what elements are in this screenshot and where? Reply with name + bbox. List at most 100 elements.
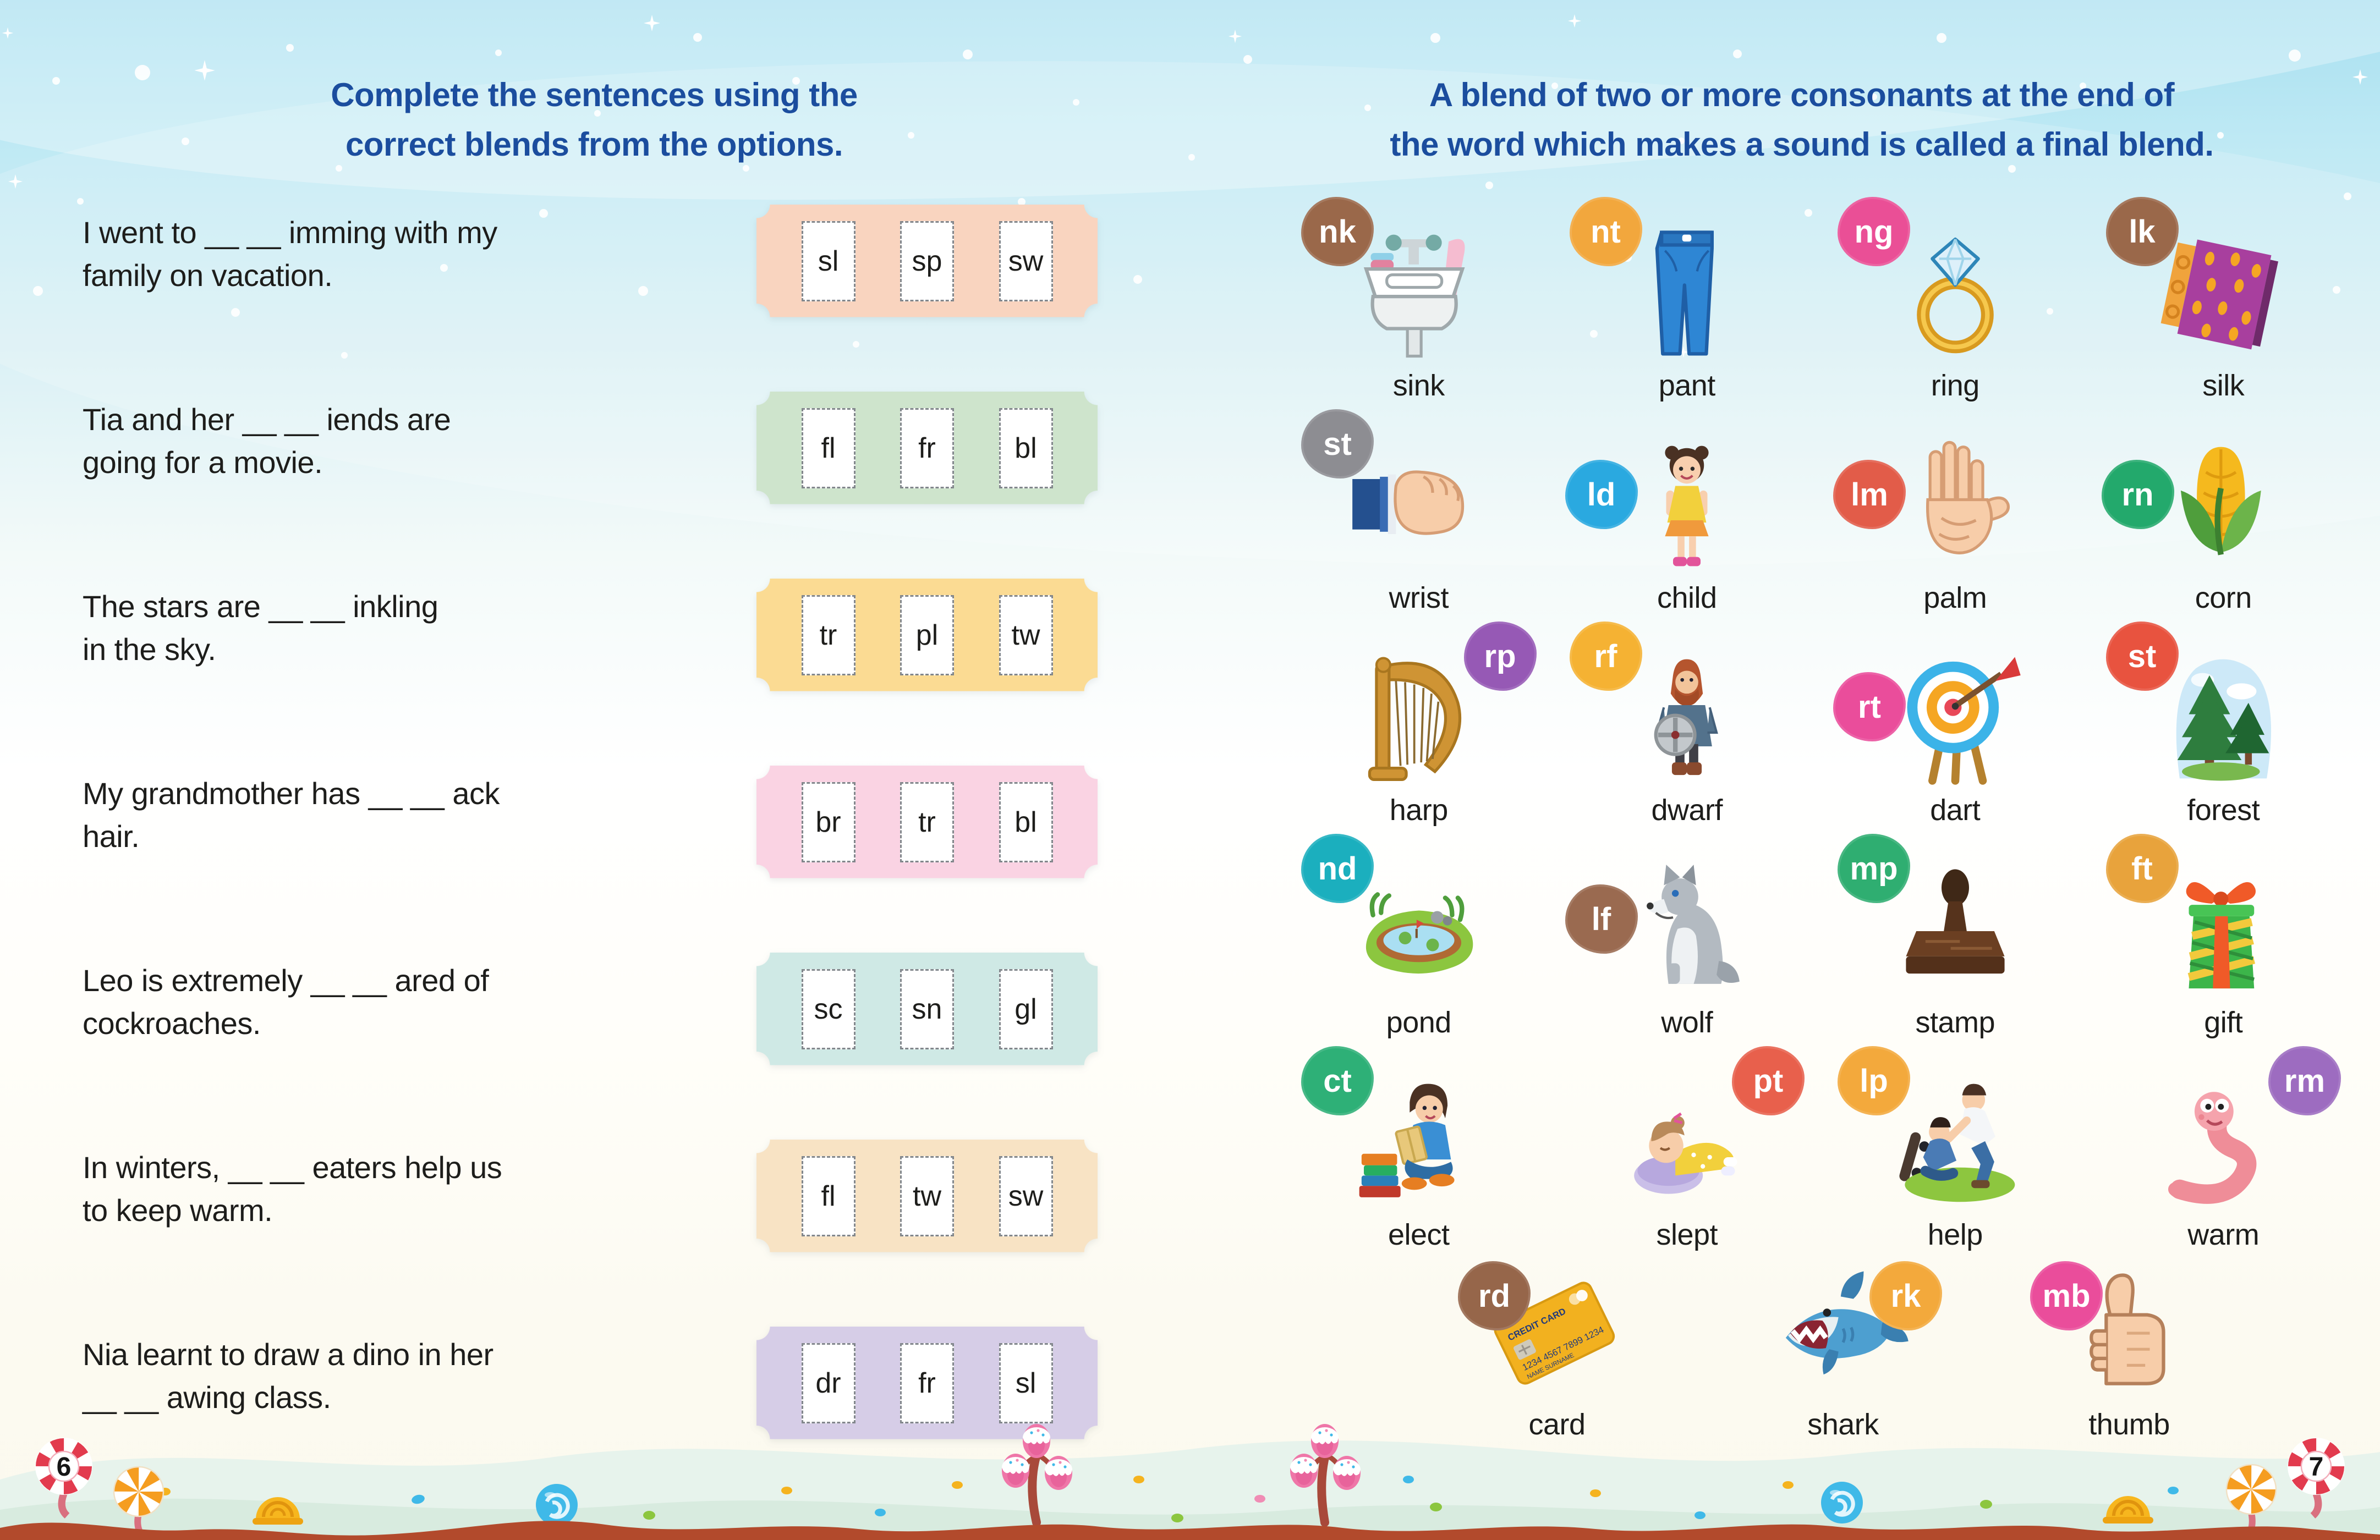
sky-dot bbox=[1937, 33, 1946, 43]
blend-option-label: tw bbox=[913, 1180, 941, 1212]
ring-illustration bbox=[1887, 226, 2024, 363]
blend-word: warm bbox=[2187, 1218, 2260, 1251]
sky-dot bbox=[52, 77, 60, 85]
sky-dot bbox=[1871, 94, 1877, 100]
blend-item-card: rd CREDIT CARD 1234 4567 7899 1234 NAME SUR… bbox=[1441, 1257, 1672, 1444]
blend-badge-label: pt bbox=[1753, 1063, 1784, 1099]
left-page-title: Complete the sentences using the correct… bbox=[94, 70, 1095, 169]
blend-option: bl bbox=[999, 408, 1053, 488]
palm-illustration bbox=[1887, 438, 2024, 575]
pond-illustration bbox=[1350, 862, 1488, 1000]
blend-option: sl bbox=[801, 221, 856, 301]
sky-dot bbox=[336, 165, 342, 172]
sparkle-star-icon bbox=[194, 59, 216, 81]
sentence-text: I went to __ __ imming with my family on … bbox=[83, 205, 1144, 297]
blend-badge-label: rf bbox=[1594, 638, 1617, 674]
sky-dot bbox=[908, 132, 914, 139]
sentence-text: In winters, __ __ eaters help us to keep … bbox=[83, 1140, 1144, 1232]
blend-badge: rk bbox=[1869, 1261, 1942, 1330]
blend-badge: lp bbox=[1838, 1046, 1910, 1115]
sky-dot bbox=[1073, 99, 1079, 106]
options-card: dr fr sl bbox=[756, 1327, 1098, 1439]
blend-badge: rm bbox=[2268, 1046, 2341, 1115]
sentence-line1: In winters, __ __ eaters help us bbox=[83, 1150, 502, 1185]
blend-word: dart bbox=[1930, 794, 1981, 827]
blend-badge-label: lf bbox=[1591, 901, 1611, 937]
blend-word: child bbox=[1657, 581, 1717, 614]
blend-option-label: sp bbox=[912, 245, 942, 277]
sky-dot bbox=[1364, 105, 1371, 111]
child-illustration bbox=[1618, 438, 1756, 575]
sky-dot bbox=[286, 44, 294, 52]
blend-option-label: gl bbox=[1014, 993, 1037, 1025]
blend-badge-label: lk bbox=[2129, 213, 2156, 250]
sky-dot bbox=[1018, 198, 1026, 206]
blend-word: sink bbox=[1392, 369, 1445, 402]
elect-illustration bbox=[1350, 1075, 1488, 1212]
page-number-left: 6 bbox=[31, 1434, 97, 1522]
blend-badge-label: mp bbox=[1850, 850, 1898, 887]
blend-item-palm: lm palm bbox=[1821, 405, 2090, 617]
blend-badge-label: rk bbox=[1890, 1278, 1921, 1314]
sky-dot bbox=[440, 264, 448, 272]
blend-badge: st bbox=[2105, 622, 2179, 691]
gift-illustration bbox=[2154, 862, 2292, 1000]
blend-option-label: fl bbox=[821, 432, 836, 464]
blend-option: tr bbox=[801, 595, 856, 675]
blend-option: sl bbox=[999, 1343, 1053, 1423]
blend-option-label: sc bbox=[814, 993, 843, 1025]
blend-badge: rd bbox=[1458, 1261, 1531, 1330]
right-title-line1: A blend of two or more consonants at the… bbox=[1429, 76, 2175, 113]
blend-badge-label: nt bbox=[1591, 213, 1621, 250]
blend-badge-label: rn bbox=[2121, 476, 2154, 513]
blend-item-wolf: lf wolf bbox=[1553, 829, 1822, 1042]
sky-dot bbox=[2008, 165, 2016, 173]
blend-option-label: pl bbox=[915, 619, 939, 651]
sentence-row: In winters, __ __ eaters help us to keep … bbox=[83, 1140, 1144, 1252]
blend-item-help: lp help bbox=[1821, 1042, 2090, 1254]
blend-word: wolf bbox=[1661, 1006, 1713, 1039]
sky-dot bbox=[638, 286, 648, 296]
blend-badge: pt bbox=[1732, 1046, 1805, 1115]
sky-dot bbox=[135, 65, 150, 80]
blend-item-thumb: mb thumb bbox=[2014, 1257, 2245, 1444]
sentence-line1: The stars are __ __ inkling bbox=[83, 589, 438, 624]
blend-item-gift: ft gift bbox=[2090, 829, 2358, 1042]
blend-item-ring: ng ring bbox=[1821, 193, 2090, 405]
blend-option-label: dr bbox=[815, 1367, 841, 1399]
sky-dot bbox=[33, 286, 43, 296]
blend-option-label: bl bbox=[1014, 806, 1037, 838]
sentence-row: My grandmother has __ __ ack hair. br tr bl bbox=[83, 766, 1144, 878]
blend-item-forest: st forest bbox=[2090, 617, 2358, 829]
sky-dot bbox=[743, 165, 749, 172]
corn-illustration bbox=[2154, 438, 2292, 575]
blend-option: tr bbox=[900, 782, 954, 862]
blend-item-warm: rm warm bbox=[2090, 1042, 2358, 1254]
candy-circle-icon bbox=[2288, 1438, 2345, 1519]
blend-option-label: tr bbox=[819, 619, 837, 651]
help-illustration bbox=[1887, 1075, 2024, 1212]
blend-option: dr bbox=[801, 1343, 856, 1423]
blend-word: corn bbox=[2195, 581, 2252, 614]
sentence-line2: hair. bbox=[83, 819, 140, 854]
sky-dot bbox=[2080, 82, 2086, 89]
options-card: sl sp sw bbox=[756, 205, 1098, 317]
blend-badge: rn bbox=[2101, 460, 2174, 529]
sky-dot bbox=[385, 88, 395, 98]
blend-option-label: sw bbox=[1008, 1180, 1044, 1212]
sky-dot bbox=[693, 33, 702, 42]
blend-badge: ld bbox=[1565, 460, 1638, 529]
silk-illustration bbox=[2154, 226, 2292, 363]
sky-dot bbox=[539, 209, 548, 218]
dart-illustration bbox=[1887, 650, 2024, 788]
blend-badge-label: lp bbox=[1860, 1063, 1888, 1099]
sky-dot bbox=[1485, 182, 1493, 189]
blend-item-wrist: st wrist bbox=[1285, 405, 1553, 617]
blend-option-label: bl bbox=[1014, 432, 1037, 464]
blend-badge: ft bbox=[2105, 834, 2179, 903]
wrist-illustration bbox=[1350, 438, 1488, 575]
sky-dot bbox=[1590, 330, 1598, 338]
candy-landscape bbox=[0, 1424, 2380, 1540]
left-title-line2: correct blends from the options. bbox=[345, 126, 843, 163]
